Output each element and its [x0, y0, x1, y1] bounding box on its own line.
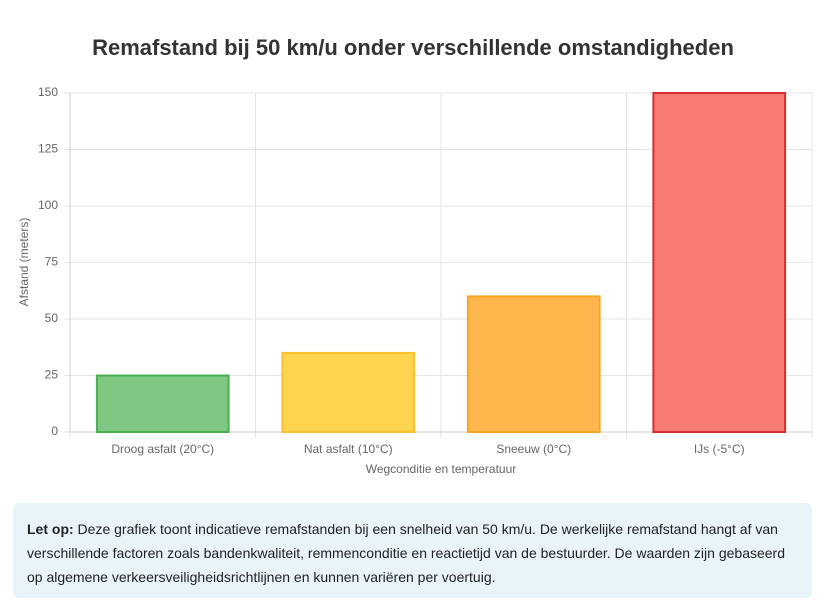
y-tick-label: 75 — [45, 255, 59, 269]
bar — [281, 351, 416, 433]
y-tick-label: 125 — [38, 142, 58, 156]
y-tick-label: 0 — [51, 424, 58, 438]
note-text: Deze grafiek toont indicatieve remafstan… — [27, 521, 785, 585]
x-axis-title: Wegconditie en temperatuur — [366, 462, 517, 476]
x-tick-label: Droog asfalt (20°C) — [111, 442, 214, 456]
note-label: Let op: — [27, 521, 74, 537]
chart-title: Remafstand bij 50 km/u onder verschillen… — [92, 35, 734, 60]
chart: Remafstand bij 50 km/u onder verschillen… — [17, 35, 813, 476]
y-tick-label: 100 — [38, 198, 58, 212]
x-tick-label: IJs (-5°C) — [694, 442, 745, 456]
bar — [95, 374, 230, 433]
y-tick-label: 50 — [45, 311, 59, 325]
bar — [652, 92, 787, 433]
note: Let op: Deze grafiek toont indicatieve r… — [13, 503, 812, 598]
x-tick-label: Sneeuw (0°C) — [496, 442, 571, 456]
y-tick-label: 25 — [45, 368, 59, 382]
bar — [466, 295, 601, 433]
y-tick-label: 150 — [38, 85, 58, 99]
y-axis-title: Afstand (meters) — [17, 218, 31, 307]
x-tick-label: Nat asfalt (10°C) — [304, 442, 393, 456]
